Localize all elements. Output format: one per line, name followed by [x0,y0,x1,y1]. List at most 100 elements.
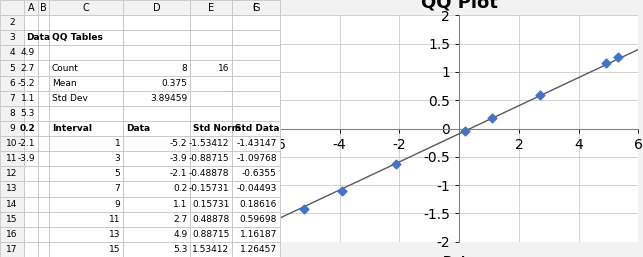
Text: 4.9: 4.9 [173,230,187,239]
Bar [232,151,280,166]
Text: Std Dev: Std Dev [51,94,87,103]
Bar [232,30,280,45]
Bar [49,30,123,45]
Text: 5.3: 5.3 [173,245,187,254]
Bar [123,121,190,136]
Text: QQ Tables: QQ Tables [51,33,103,42]
Text: 12: 12 [6,169,17,178]
Bar [24,15,38,30]
Bar [123,76,190,91]
Bar [232,242,280,257]
Text: 9: 9 [9,124,15,133]
Bar [190,76,232,91]
Text: -0.88715: -0.88715 [189,154,230,163]
Text: 6: 6 [9,79,15,88]
Bar [123,151,190,166]
Text: Data: Data [126,124,150,133]
Bar [49,227,123,242]
Bar [49,151,123,166]
Text: 5: 5 [9,63,15,72]
Text: Mean: Mean [51,79,77,88]
Title: QQ Plot: QQ Plot [421,0,498,11]
Bar [38,60,49,76]
Bar [49,242,123,257]
Bar [232,136,280,151]
Bar [0,60,24,76]
Bar [190,91,232,106]
Bar [24,45,38,60]
Text: 0.2: 0.2 [19,124,35,133]
Bar [0,197,24,212]
Bar [49,91,123,106]
Bar [38,76,49,91]
Text: 0.2: 0.2 [173,185,187,194]
Bar [24,227,38,242]
Point [338,188,348,192]
Bar [190,30,232,45]
Bar [38,15,49,30]
Bar [24,242,38,257]
Text: 2.7: 2.7 [21,63,35,72]
Text: 0.15731: 0.15731 [192,200,230,209]
Text: 8: 8 [182,63,187,72]
Bar [123,166,190,181]
Text: 1.1: 1.1 [173,200,187,209]
Bar [24,76,38,91]
Bar [123,60,190,76]
Text: -3.9: -3.9 [170,154,187,163]
Bar [38,136,49,151]
Text: -0.6355: -0.6355 [242,169,277,178]
Bar [232,197,280,212]
Bar [0,106,24,121]
Text: 17: 17 [6,245,17,254]
Point [391,162,401,167]
Text: 0.59698: 0.59698 [240,215,277,224]
Bar [232,166,280,181]
Text: 16: 16 [218,63,230,72]
Bar [123,197,190,212]
Bar [232,91,280,106]
Bar [190,197,232,212]
Text: 15: 15 [6,215,17,224]
Bar [190,106,232,121]
Point [601,61,611,65]
Point [535,93,545,97]
Bar [232,227,280,242]
Bar [232,76,280,91]
Bar [49,136,123,151]
Bar [123,181,190,197]
Text: 14: 14 [6,200,17,209]
Bar [49,106,123,121]
Bar [38,181,49,197]
Text: 15: 15 [109,245,120,254]
Bar [49,45,123,60]
Bar [0,15,24,30]
Text: Data: Data [26,33,51,42]
Bar [38,0,49,15]
Text: 1.16187: 1.16187 [240,230,277,239]
Text: -2.1: -2.1 [17,139,35,148]
Text: F: F [253,3,258,13]
Bar [0,45,24,60]
Bar [232,15,280,30]
Bar [190,151,232,166]
Bar [0,76,24,91]
Bar [232,212,280,227]
Bar [49,197,123,212]
Bar [232,45,280,60]
Text: -1.53412: -1.53412 [189,139,230,148]
Bar [232,197,280,212]
Text: Interval: Interval [51,124,92,133]
Text: 0.48878: 0.48878 [192,215,230,224]
Text: 2.7: 2.7 [173,215,187,224]
Bar [49,0,123,15]
Bar [190,15,232,30]
Bar [38,151,49,166]
Text: 3: 3 [9,33,15,42]
Point [612,55,622,59]
Bar [190,242,232,257]
Bar [190,121,232,136]
Text: -0.48878: -0.48878 [189,169,230,178]
Bar [38,166,49,181]
Bar [0,212,24,227]
